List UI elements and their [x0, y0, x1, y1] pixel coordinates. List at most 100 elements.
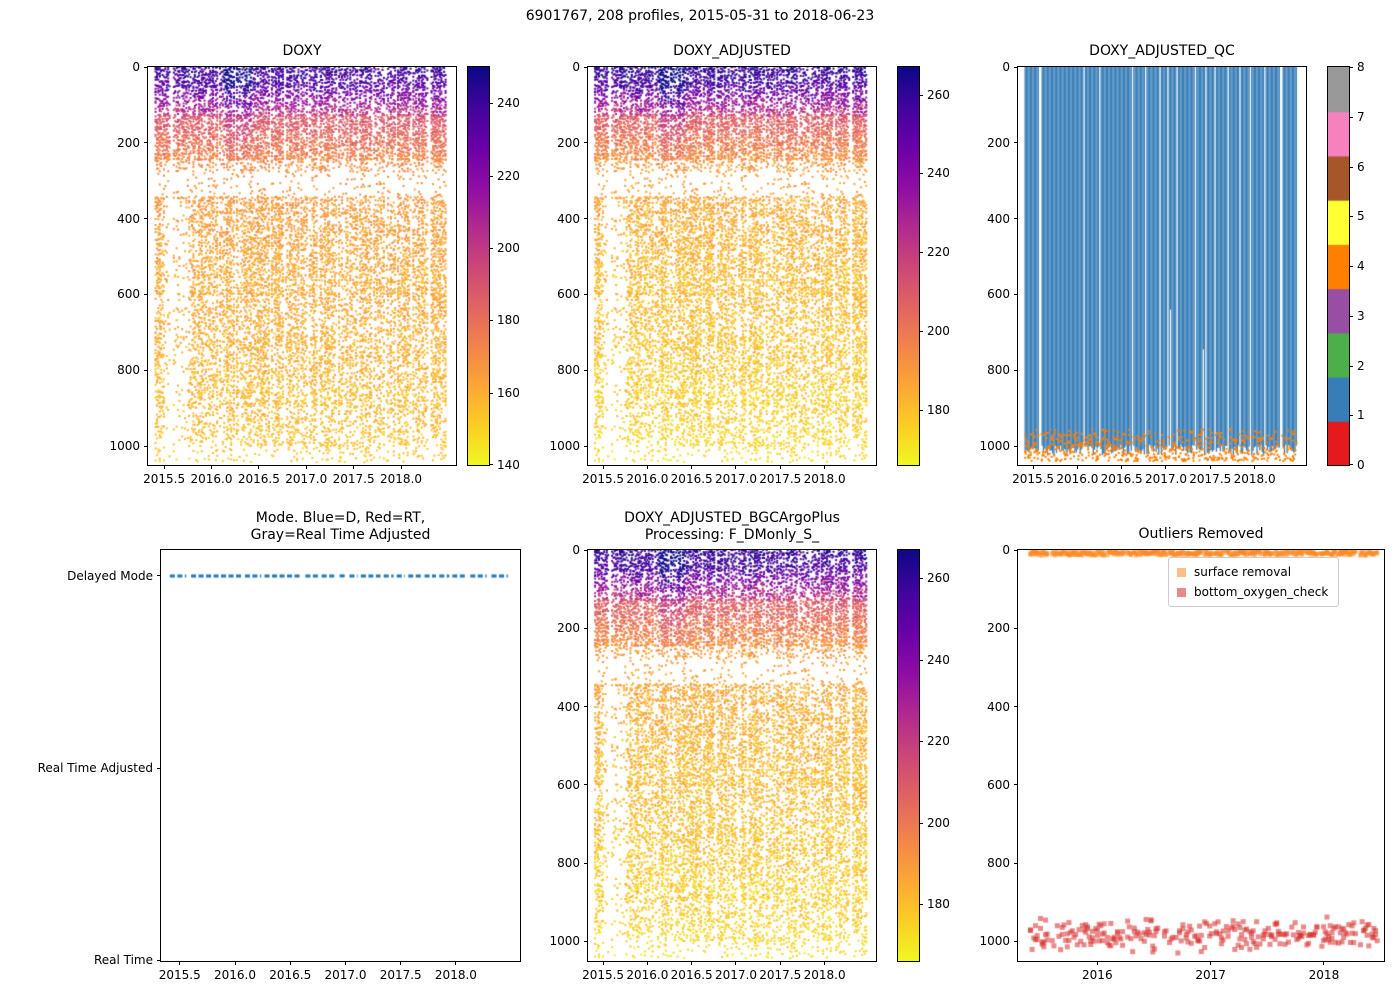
legend-item-bottom-oxygen-check: bottom_oxygen_check: [1177, 582, 1328, 602]
y-tick-label: 1000: [979, 934, 1010, 949]
doxy_adjusted_bgc-canvas: [588, 550, 876, 961]
y-tick-mark: [1014, 66, 1018, 68]
y-tick-mark: [144, 218, 148, 220]
surface-removal-swatch: [1177, 567, 1186, 577]
colorbar-tick-mark: [919, 331, 923, 333]
colorbar-tick-label: 180: [497, 313, 520, 328]
y-tick-mark: [144, 293, 148, 295]
colorbar-tick-mark: [919, 409, 923, 411]
x-tick-label: 2018.0: [434, 968, 477, 982]
x-tick-mark: [691, 961, 693, 965]
y-tick-label: 1000: [109, 439, 140, 454]
plot-doxy-adjusted-qc: DOXY_ADJUSTED_QC 2015.5 2016.0 2016.5 2017.…: [979, 43, 1307, 486]
x-tick-mark: [824, 465, 826, 469]
colorbar-tick-mark: [489, 464, 493, 465]
surface-removal-label: surface removal: [1194, 565, 1292, 579]
colorbar-tick-label: 240: [927, 652, 950, 667]
x-tick-label: 2018.0: [380, 472, 423, 486]
plot-doxy-adjusted-bgc-title-line2: Processing: F_DMonly_S_: [644, 527, 820, 543]
x-tick-mark: [179, 961, 181, 965]
colorbar-tick-label: 140: [497, 458, 520, 472]
x-tick-mark: [289, 961, 291, 965]
y-tick-label: 600: [117, 287, 140, 302]
x-tick-mark: [602, 465, 604, 469]
x-tick-mark: [455, 961, 457, 965]
x-tick-mark: [1210, 961, 1212, 965]
y-tick-mark: [584, 706, 588, 708]
y-tick-label: 0: [132, 60, 140, 74]
colorbar-tick-mark: [919, 741, 923, 743]
y-tick-mark: [1014, 218, 1018, 220]
colorbar-tick-label: 2: [1357, 358, 1365, 373]
colorbar-tick-mark: [919, 578, 923, 580]
x-tick-label: 2018.0: [803, 968, 846, 982]
colorbar-tick-mark: [1349, 464, 1353, 465]
y-tick-mark: [584, 369, 588, 371]
plot-mode: Mode. Blue=D, Red=RT, Gray=Real Time Adj…: [38, 510, 521, 982]
y-tick-label: 200: [557, 621, 580, 636]
colorbar-tick-label: 240: [927, 166, 950, 181]
colorbar-tick-label: 200: [927, 815, 950, 830]
x-tick-label: 2017.0: [285, 472, 328, 486]
y-tick-label: 800: [987, 363, 1010, 378]
x-tick-mark: [602, 961, 604, 965]
x-tick-label: 2016.0: [626, 968, 669, 982]
y-tick-mark: [144, 445, 148, 447]
x-tick-mark: [163, 465, 165, 469]
x-tick-label: 2017.0: [714, 968, 757, 982]
x-tick-mark: [400, 961, 402, 965]
plot-doxy: DOXY 2015.5 2016.0 2016.5 2017.0 2017.5 2018.…: [109, 43, 457, 486]
colorbar-tick-label: 1: [1357, 408, 1365, 423]
plot-mode-title: Mode. Blue=D, Red=RT, Gray=Real Time Adj…: [91, 510, 590, 544]
x-tick-label: 2017: [1195, 968, 1226, 982]
x-tick-mark: [1165, 465, 1167, 469]
x-tick-mark: [824, 961, 826, 965]
y-tick-mark: [1014, 940, 1018, 942]
colorbar-tick-mark: [1349, 415, 1353, 417]
y-tick-label: 200: [557, 135, 580, 150]
colorbar-tick-label: 8: [1357, 60, 1365, 74]
plot-doxy-adjusted-qc-title: DOXY_ADJUSTED_QC: [1089, 43, 1235, 59]
y-tick-label: 0: [1002, 543, 1010, 557]
y-tick-mark: [1014, 784, 1018, 786]
plot-doxy-adjusted-bgc-title: DOXY_ADJUSTED_BGCArgoPlus Processing: F_…: [518, 510, 946, 544]
colorbar-tick-label: 4: [1357, 259, 1365, 273]
y-tick-label: 0: [1002, 60, 1010, 74]
x-tick-label: 2015.5: [158, 968, 201, 982]
plot-doxy-adjusted-bgc-title-line1: DOXY_ADJUSTED_BGCArgoPlus: [624, 510, 840, 526]
colorbar-tick-label: 3: [1357, 308, 1365, 323]
x-tick-label: 2017.0: [1144, 472, 1187, 486]
x-tick-label: 2016.0: [190, 472, 233, 486]
x-tick-mark: [1121, 465, 1123, 469]
y-tick-label: 1000: [979, 439, 1010, 454]
outliers-canvas: [1018, 550, 1384, 961]
colorbar-tick-mark: [919, 252, 923, 254]
y-tick-label: Real Time Adjusted: [37, 761, 153, 776]
x-tick-mark: [258, 465, 260, 469]
x-tick-label: 2016.5: [1100, 472, 1143, 486]
x-tick-label: 2018.0: [803, 472, 846, 486]
y-tick-mark: [144, 369, 148, 371]
x-tick-mark: [735, 961, 737, 965]
plot-doxy-adjusted-title: DOXY_ADJUSTED: [673, 43, 791, 59]
y-tick-mark: [157, 959, 161, 961]
y-tick-label: 600: [987, 287, 1010, 302]
colorbar-tick-mark: [1349, 67, 1353, 68]
colorbar-tick-mark: [1349, 166, 1353, 168]
plot-doxy-adjusted-bgc: DOXY_ADJUSTED_BGCArgoPlus Processing: F_…: [549, 510, 877, 982]
x-tick-label: 2016.5: [237, 472, 280, 486]
x-tick-mark: [1076, 465, 1078, 469]
x-tick-mark: [779, 961, 781, 965]
x-tick-mark: [735, 465, 737, 469]
y-tick-label: 600: [557, 777, 580, 792]
x-tick-label: 2017.5: [759, 968, 802, 982]
x-tick-label: 2017.5: [379, 968, 422, 982]
y-tick-mark: [584, 293, 588, 295]
figure-title: 6901767, 208 profiles, 2015-05-31 to 201…: [525, 8, 875, 24]
x-tick-label: 2018: [1308, 968, 1340, 982]
y-tick-mark: [1014, 293, 1018, 295]
x-tick-label: 2017.0: [324, 968, 367, 982]
x-tick-mark: [400, 465, 402, 469]
doxy-adjusted-colorbar: 180 200 220 240 260: [897, 66, 950, 466]
y-tick-label: Real Time: [93, 953, 153, 967]
